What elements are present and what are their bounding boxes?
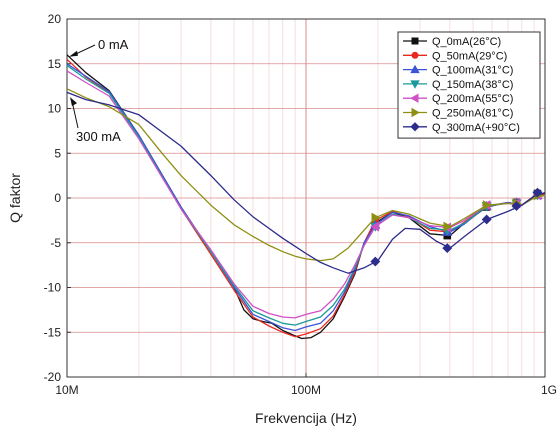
data-point bbox=[481, 214, 492, 225]
y-tick-label: -20 bbox=[44, 370, 62, 384]
legend-item: Q_200mA(55°C) bbox=[403, 93, 513, 105]
legend-item: Q_100mA(31°C) bbox=[403, 65, 513, 77]
y-tick-label: -5 bbox=[50, 236, 61, 250]
legend-label: Q_100mA(31°C) bbox=[432, 65, 513, 77]
data-point bbox=[370, 256, 381, 267]
data-point bbox=[410, 64, 420, 74]
legend-item: Q_50mA(29°C) bbox=[403, 50, 507, 62]
series-line bbox=[66, 88, 546, 262]
arrow-head bbox=[70, 97, 77, 107]
arrow-head bbox=[69, 50, 78, 57]
legend-item: Q_300mA(+90°C) bbox=[403, 122, 520, 134]
legend-label: Q_200mA(55°C) bbox=[432, 93, 513, 105]
y-tick-label: 15 bbox=[48, 57, 62, 71]
legend-item: Q_0mA(26°C) bbox=[403, 36, 501, 48]
legend-box bbox=[397, 31, 541, 139]
legend-label: Q_0mA(26°C) bbox=[432, 36, 501, 48]
annotation-label: 300 mA bbox=[76, 129, 121, 144]
data-point bbox=[442, 243, 453, 254]
legend: Q_0mA(26°C) Q_50mA(29°C) Q_100mA(31°C) Q_15… bbox=[397, 31, 541, 139]
data-point bbox=[511, 201, 522, 211]
legend-item: Q_150mA(38°C) bbox=[403, 79, 513, 91]
y-tick-label: 0 bbox=[54, 191, 61, 205]
data-point bbox=[370, 221, 380, 232]
annotation-arrow bbox=[71, 100, 79, 129]
x-tick-label: 10M bbox=[55, 383, 78, 397]
series-line bbox=[66, 70, 546, 319]
legend-label: Q_150mA(38°C) bbox=[432, 79, 513, 91]
legend-label: Q_50mA(29°C) bbox=[432, 50, 507, 62]
data-point bbox=[443, 221, 453, 232]
data-point bbox=[482, 200, 492, 211]
data-point bbox=[532, 187, 543, 198]
data-point bbox=[410, 80, 420, 89]
x-tick-label: 1G bbox=[541, 383, 557, 397]
y-axis-label: Q faktor bbox=[7, 173, 23, 223]
x-axis-label: Frekvencija (Hz) bbox=[255, 410, 357, 426]
y-tick-label: 10 bbox=[48, 102, 62, 116]
data-point bbox=[410, 93, 419, 103]
y-tick-label: -10 bbox=[44, 281, 62, 295]
x-tick-label: 100M bbox=[291, 383, 321, 397]
data-point bbox=[411, 51, 419, 59]
legend-item: Q_250mA(81°C) bbox=[403, 108, 513, 120]
series-layer bbox=[66, 54, 546, 340]
annotation-label: 0 mA bbox=[98, 37, 129, 52]
annotations: 0 mA 300 mA bbox=[69, 37, 129, 144]
data-point bbox=[411, 37, 419, 45]
series-line bbox=[66, 91, 546, 274]
data-point bbox=[410, 122, 420, 132]
series-6 bbox=[66, 91, 546, 274]
y-tick-label: -15 bbox=[44, 325, 62, 339]
data-point bbox=[411, 107, 420, 118]
y-tick-label: 5 bbox=[54, 146, 61, 160]
data-point bbox=[371, 212, 381, 223]
legend-label: Q_250mA(81°C) bbox=[432, 108, 513, 120]
y-tick-label: 20 bbox=[48, 12, 62, 26]
legend-label: Q_300mA(+90°C) bbox=[432, 122, 520, 134]
